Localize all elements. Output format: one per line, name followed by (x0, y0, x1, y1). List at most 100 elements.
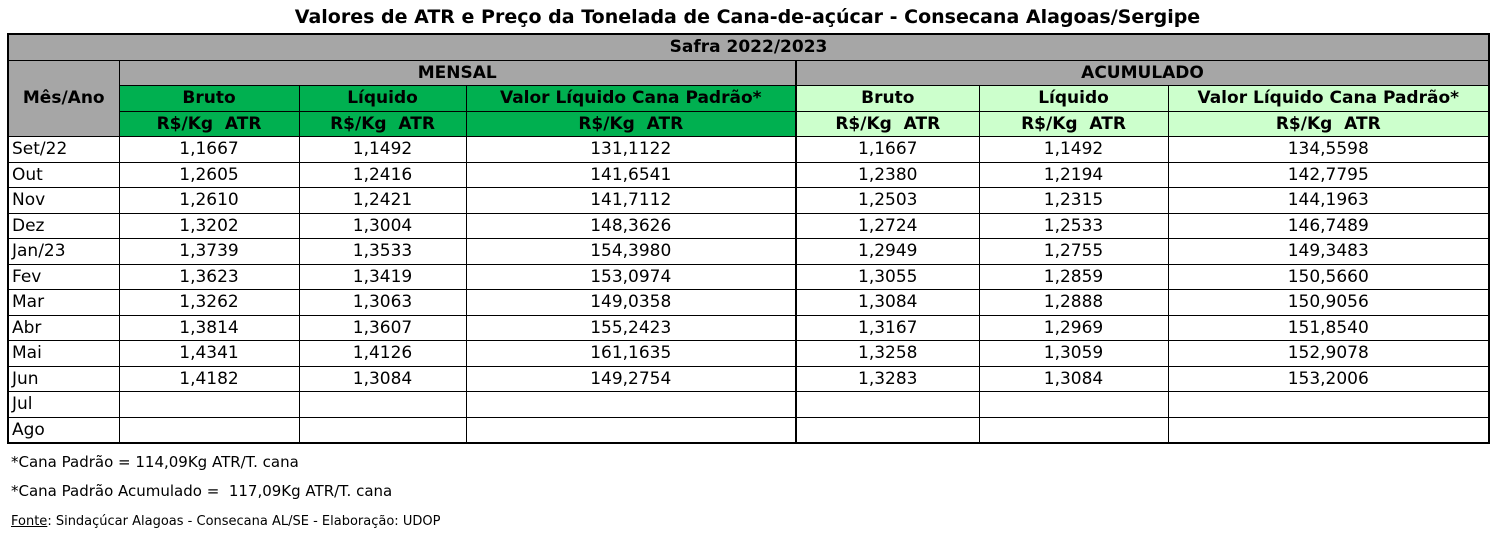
unit-header: R$/Kg ATR (795, 110, 980, 137)
value-cell: 154,3980 (465, 238, 797, 265)
title: Valores de ATR e Preço da Tonelada de Ca… (294, 6, 1201, 28)
value-cell: 1,3623 (118, 263, 300, 290)
value-cell (978, 416, 1169, 444)
value-cell: 149,2754 (465, 365, 797, 392)
row: Dez 1,3202 1,3004 148,3626 1,2724 1,2533 146,7… (7, 212, 1490, 239)
value-cell: 1,4126 (298, 340, 467, 367)
value-cell: 1,2605 (118, 161, 300, 188)
value-cell: 1,3533 (298, 238, 467, 265)
value-cell: 153,0974 (465, 263, 797, 290)
row: Fev 1,3623 1,3419 153,0974 1,3055 1,2859 150,5… (7, 263, 1490, 290)
value-cell: 1,1492 (298, 136, 467, 163)
value-cell: 1,3084 (795, 289, 980, 316)
value-cell: 1,2380 (795, 161, 980, 188)
month-cell: Jan/23 (7, 238, 120, 265)
unit-header: R$/Kg ATR (465, 110, 797, 137)
month-cell: Mai (7, 340, 120, 367)
value-cell: 141,7112 (465, 187, 797, 214)
value-cell: 1,2503 (795, 187, 980, 214)
source-label: Fonte (11, 514, 48, 529)
value-cell: 1,2969 (978, 314, 1169, 341)
row: Abr 1,3814 1,3607 155,2423 1,3167 1,2969 151,8… (7, 314, 1490, 341)
value-cell: 1,3419 (298, 263, 467, 290)
value-cell: 1,1492 (978, 136, 1169, 163)
value-cell: 153,2006 (1167, 365, 1490, 392)
value-cell: 1,2315 (978, 187, 1169, 214)
row: Set/22 1,1667 1,1492 131,1122 1,1667 1,1492 13… (7, 136, 1490, 163)
row: Jul (7, 391, 1490, 418)
unit-header: R$/Kg ATR (118, 110, 300, 137)
value-cell: 152,9078 (1167, 340, 1490, 367)
value-cell: 1,2755 (978, 238, 1169, 265)
value-cell (1167, 391, 1490, 418)
value-cell: 1,2421 (298, 187, 467, 214)
value-cell: 149,3483 (1167, 238, 1490, 265)
value-cell: 151,8540 (1167, 314, 1490, 341)
month-cell: Set/22 (7, 136, 120, 163)
value-cell: 1,2949 (795, 238, 980, 265)
note: *Cana Padrão Acumulado = 117,09Kg ATR/T.… (11, 482, 393, 500)
month-cell: Abr (7, 314, 120, 341)
note: *Cana Padrão = 114,09Kg ATR/T. cana (11, 453, 299, 471)
value-cell: 1,2859 (978, 263, 1169, 290)
value-cell (465, 391, 797, 418)
value-cell: 141,6541 (465, 161, 797, 188)
value-cell: 1,3202 (118, 212, 300, 239)
value-cell (118, 416, 300, 444)
column-header: Valor Líquido Cana Padrão* (465, 85, 797, 112)
source-text: : Sindaçúcar Alagoas - Consecana AL/SE -… (47, 514, 441, 529)
value-cell (298, 416, 467, 444)
value-cell: 1,4182 (118, 365, 300, 392)
column-header: Líquido (298, 85, 467, 112)
value-cell: 1,3607 (298, 314, 467, 341)
value-cell: 1,3814 (118, 314, 300, 341)
column-header: Líquido (978, 85, 1169, 112)
value-cell: 1,3063 (298, 289, 467, 316)
row: Out 1,2605 1,2416 141,6541 1,2380 1,2194 142,7… (7, 161, 1490, 188)
value-cell: 1,3055 (795, 263, 980, 290)
column-header: Valor Líquido Cana Padrão* (1167, 85, 1490, 112)
value-cell (795, 391, 980, 418)
row: Nov 1,2610 1,2421 141,7112 1,2503 1,2315 144,1… (7, 187, 1490, 214)
group-header: MENSAL (118, 59, 797, 86)
row: Jun 1,4182 1,3084 149,2754 1,3283 1,3084 153,2… (7, 365, 1490, 392)
column-header: Bruto (118, 85, 300, 112)
value-cell: 150,5660 (1167, 263, 1490, 290)
value-cell: 144,1963 (1167, 187, 1490, 214)
value-cell (465, 416, 797, 444)
unit-header: R$/Kg ATR (978, 110, 1169, 137)
value-cell: 1,3084 (298, 365, 467, 392)
unit-header: R$/Kg ATR (298, 110, 467, 137)
value-cell (1167, 416, 1490, 444)
row: Mai 1,4341 1,4126 161,1635 1,3258 1,3059 152,9… (7, 340, 1490, 367)
value-cell: 1,3059 (978, 340, 1169, 367)
value-cell: 1,2416 (298, 161, 467, 188)
month-cell: Jul (7, 391, 120, 418)
value-cell: 150,9056 (1167, 289, 1490, 316)
value-cell: 1,2888 (978, 289, 1169, 316)
data-table: Safra 2022/2023 Mês/Ano MENSAL ACUMULADO… (7, 33, 1491, 444)
value-cell: 1,1667 (118, 136, 300, 163)
value-cell (795, 416, 980, 444)
value-cell: 1,3167 (795, 314, 980, 341)
month-cell: Dez (7, 212, 120, 239)
month-cell: Mar (7, 289, 120, 316)
month-cell: Fev (7, 263, 120, 290)
value-cell: 1,4341 (118, 340, 300, 367)
row: Mar 1,3262 1,3063 149,0358 1,3084 1,2888 150,9… (7, 289, 1490, 316)
value-cell: 1,2533 (978, 212, 1169, 239)
value-cell: 1,1667 (795, 136, 980, 163)
season: Safra 2022/2023 (7, 33, 1490, 61)
value-cell: 1,2194 (978, 161, 1169, 188)
unit-header: R$/Kg ATR (1167, 110, 1490, 137)
month-header: Mês/Ano (7, 59, 120, 137)
month-cell: Out (7, 161, 120, 188)
value-cell: 149,0358 (465, 289, 797, 316)
value-cell: 1,2610 (118, 187, 300, 214)
value-cell: 1,3004 (298, 212, 467, 239)
month-cell: Jun (7, 365, 120, 392)
column-header: Bruto (795, 85, 980, 112)
value-cell (118, 391, 300, 418)
value-cell (978, 391, 1169, 418)
